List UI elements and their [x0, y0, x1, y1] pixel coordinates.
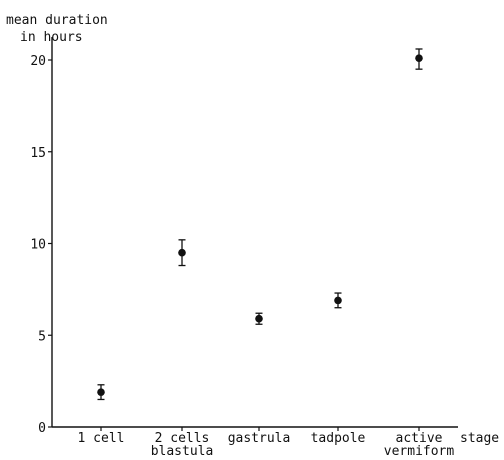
data-point: [178, 248, 186, 257]
x-tick-label: active: [396, 431, 443, 446]
y-tick-label: 5: [38, 329, 46, 344]
x-tick-label: 2 cells: [155, 431, 210, 446]
x-tick-label: tadpole: [311, 431, 366, 446]
x-tick-label: vermiform: [384, 444, 455, 459]
y-tick-label: 10: [30, 238, 46, 253]
x-tick-label: blastula: [151, 444, 214, 459]
y-tick-label: 20: [30, 54, 46, 69]
x-tick-label: 1 cell: [78, 431, 125, 446]
x-axis-label: stage: [460, 431, 499, 446]
y-tick-label: 15: [30, 146, 46, 161]
y-axis-label-line-1: mean duration: [6, 13, 108, 28]
y-tick-label: 0: [38, 421, 46, 436]
data-point: [415, 54, 423, 62]
data-point: [97, 388, 105, 396]
data-point: [334, 296, 342, 305]
data-point: [255, 314, 263, 323]
x-tick-label: gastrula: [228, 431, 291, 446]
